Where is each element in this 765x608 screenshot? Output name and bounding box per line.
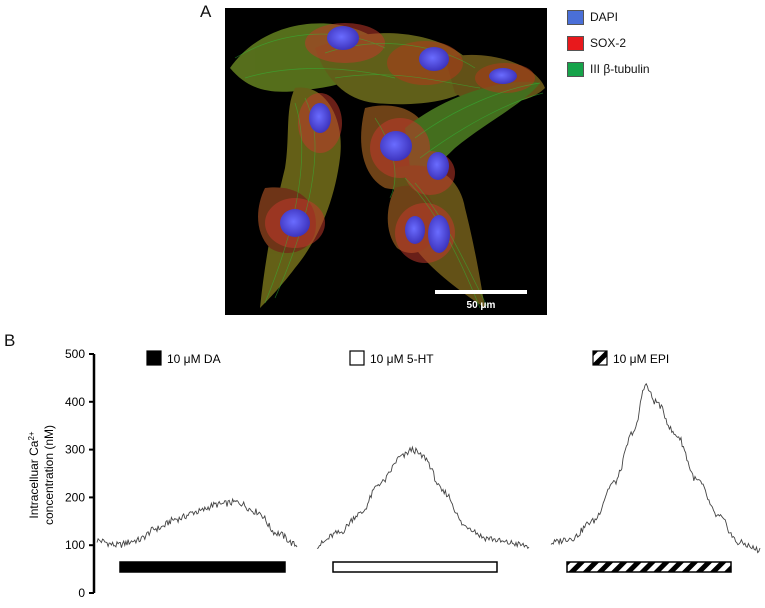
legend-label-dapi: DAPI — [590, 10, 619, 24]
scale-bar — [435, 290, 527, 294]
y-axis: 0 100 200 300 400 500 — [65, 347, 96, 600]
y-tick-label-0: 0 — [78, 586, 85, 600]
trace-line-1 — [96, 497, 298, 548]
micrograph-image: 50 μm — [225, 8, 547, 315]
y-tick-label-500: 500 — [65, 347, 85, 361]
y-tick-label-300: 300 — [65, 443, 85, 457]
y-tick-label-100: 100 — [65, 538, 85, 552]
legend-swatch-dapi — [567, 9, 584, 25]
panel-label-b: B — [4, 331, 16, 350]
treatment-bar-2 — [332, 561, 498, 573]
legend-item-sox2: SOX-2 — [567, 34, 650, 52]
scale-bar-label: 50 μm — [467, 300, 496, 311]
series-layer: 10 μM DA 10 μM 5-HT 10 μM EPI — [96, 350, 761, 573]
condition-swatch-3 — [592, 350, 608, 366]
panel-label-a: A — [200, 2, 212, 21]
legend-swatch-tubulin — [567, 61, 584, 77]
legend-label-tubulin: III β-tubulin — [590, 62, 650, 76]
condition-swatch-2 — [349, 350, 365, 366]
condition-label-3: 10 μM EPI — [613, 352, 669, 366]
legend-label-sox2: SOX-2 — [590, 36, 627, 50]
trace-line-2 — [316, 445, 530, 550]
condition-label-1: 10 μM DA — [167, 352, 221, 366]
calcium-trace-chart: 0 100 200 300 400 500 Intracelluar Ca2+ conce… — [27, 347, 761, 600]
y-axis-title-main: Intracelluar Ca — [27, 440, 41, 518]
y-axis-title-line2: concentration (nM) — [42, 425, 56, 525]
series-2: 10 μM 5-HT — [316, 350, 530, 573]
y-tick-label-200: 200 — [65, 490, 85, 504]
series-1: 10 μM DA — [96, 350, 298, 573]
legend-item-dapi: DAPI — [567, 8, 650, 26]
fluorescence-micrograph: 50 μm — [225, 8, 547, 315]
channel-legend: DAPI SOX-2 III β-tubulin — [567, 8, 650, 86]
condition-swatch-1 — [146, 350, 162, 366]
y-axis-title-superscript: 2+ — [27, 431, 36, 440]
treatment-bar-1 — [119, 561, 286, 573]
trace-line-3 — [550, 382, 761, 554]
series-3: 10 μM EPI — [550, 350, 761, 573]
y-axis-title-line1: Intracelluar Ca2+ — [27, 431, 42, 518]
legend-item-tubulin: III β-tubulin — [567, 60, 650, 78]
y-tick-label-400: 400 — [65, 395, 85, 409]
treatment-bar-3 — [566, 561, 732, 573]
legend-swatch-sox2 — [567, 35, 584, 51]
condition-label-2: 10 μM 5-HT — [370, 352, 434, 366]
